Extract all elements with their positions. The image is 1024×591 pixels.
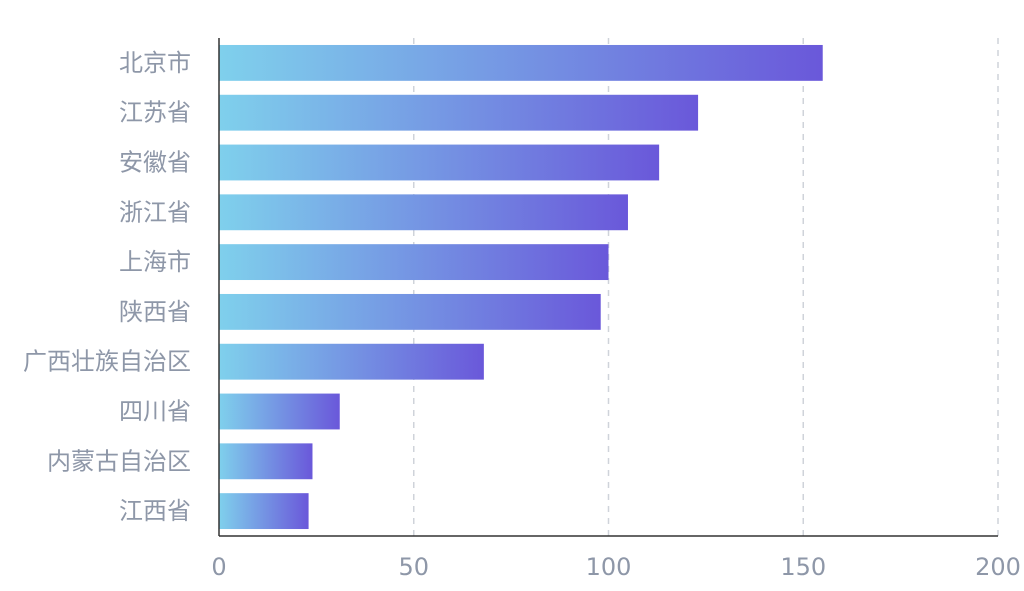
- category-label: 四川省: [119, 398, 191, 426]
- category-label: 江西省: [119, 497, 191, 525]
- bar-2: [219, 144, 660, 181]
- bar-5: [219, 293, 601, 330]
- bar-3: [219, 194, 628, 231]
- bar-0: [219, 44, 823, 81]
- category-label: 内蒙古自治区: [47, 447, 191, 475]
- axis-layer: [218, 38, 998, 537]
- bar-6: [219, 343, 484, 380]
- category-label: 安徽省: [119, 149, 191, 177]
- category-label: 广西壮族自治区: [23, 348, 191, 376]
- bar-4: [219, 244, 609, 281]
- bar-1: [219, 94, 699, 131]
- x-tick-label: 0: [211, 553, 226, 581]
- category-label: 北京市: [119, 49, 191, 77]
- category-label: 上海市: [119, 248, 191, 276]
- bar-layer: [219, 44, 823, 530]
- x-tick-label: 150: [780, 553, 826, 581]
- x-tick-label: 200: [975, 553, 1021, 581]
- x-tick-label: 50: [398, 553, 429, 581]
- category-label: 江苏省: [119, 99, 191, 127]
- bar-8: [219, 443, 313, 480]
- bar-7: [219, 393, 340, 430]
- category-label: 浙江省: [119, 198, 191, 226]
- category-label: 陕西省: [119, 298, 191, 326]
- bar-9: [219, 493, 309, 530]
- x-tick-label: 100: [586, 553, 632, 581]
